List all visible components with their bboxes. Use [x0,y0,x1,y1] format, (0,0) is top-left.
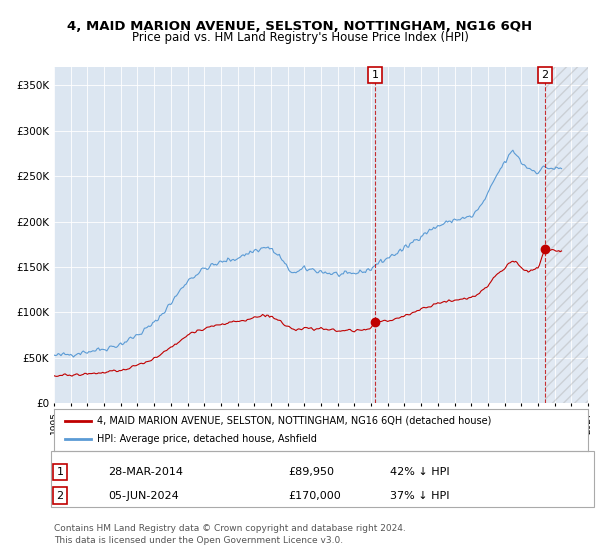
Bar [545,67,588,403]
Text: £89,950: £89,950 [288,467,334,477]
Text: 28-MAR-2014: 28-MAR-2014 [108,467,183,477]
Text: 05-JUN-2024: 05-JUN-2024 [108,491,179,501]
Text: 4, MAID MARION AVENUE, SELSTON, NOTTINGHAM, NG16 6QH: 4, MAID MARION AVENUE, SELSTON, NOTTINGH… [67,20,533,32]
Text: 2: 2 [56,491,64,501]
Text: Price paid vs. HM Land Registry's House Price Index (HPI): Price paid vs. HM Land Registry's House … [131,31,469,44]
Text: This data is licensed under the Open Government Licence v3.0.: This data is licensed under the Open Gov… [54,536,343,545]
Text: 1: 1 [56,467,64,477]
Text: 1: 1 [371,70,379,80]
Bar [545,67,588,403]
Text: 42% ↓ HPI: 42% ↓ HPI [390,467,449,477]
Text: £170,000: £170,000 [288,491,341,501]
Text: 2: 2 [542,70,548,80]
Text: HPI: Average price, detached house, Ashfield: HPI: Average price, detached house, Ashf… [97,434,317,444]
Text: Contains HM Land Registry data © Crown copyright and database right 2024.: Contains HM Land Registry data © Crown c… [54,524,406,533]
Text: 37% ↓ HPI: 37% ↓ HPI [390,491,449,501]
Text: 4, MAID MARION AVENUE, SELSTON, NOTTINGHAM, NG16 6QH (detached house): 4, MAID MARION AVENUE, SELSTON, NOTTINGH… [97,416,491,426]
